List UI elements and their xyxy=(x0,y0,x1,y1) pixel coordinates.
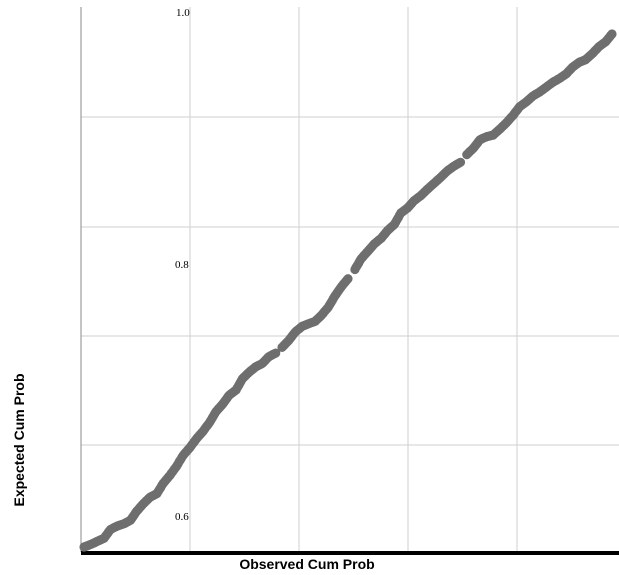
y-tick-label: 1.0 xyxy=(176,7,190,19)
y-tick-labels: 1.0 0.8 0.6 xyxy=(175,7,190,523)
axes xyxy=(80,7,619,555)
y-tick-label: 0.8 xyxy=(175,259,189,271)
data-point xyxy=(607,29,617,39)
data-point xyxy=(271,348,281,358)
data-points xyxy=(79,29,617,552)
data-point xyxy=(455,157,466,167)
grid-lines xyxy=(81,7,619,552)
data-point xyxy=(343,274,353,284)
y-axis-title: Expected Cum Prob xyxy=(11,373,27,506)
x-axis-title: Observed Cum Prob xyxy=(239,556,374,572)
y-tick-label: 0.6 xyxy=(175,511,189,523)
